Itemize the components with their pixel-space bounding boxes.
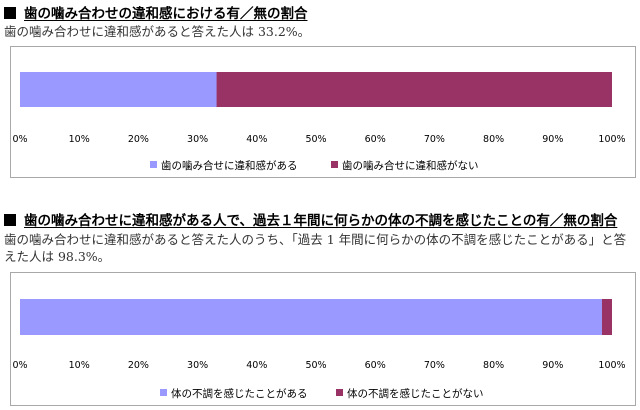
chart1-tick-label: 20% <box>128 134 149 145</box>
chart2-tick-label: 80% <box>483 360 504 371</box>
section1-description: 歯の噛み合わせに違和感があると答えた人は 33.2%。 <box>4 24 311 39</box>
chart2-tick-label: 30% <box>187 360 208 371</box>
chart2-tick-label: 90% <box>542 360 563 371</box>
chart1-tick-label: 100% <box>598 134 625 145</box>
chart1-tick-label: 80% <box>483 134 504 145</box>
chart1-bar-0 <box>20 72 217 107</box>
chart2-legend-swatch-1 <box>336 389 343 396</box>
chart2-tick-label: 10% <box>69 360 90 371</box>
section2-description: 歯の噛み合わせに違和感があると答えた人のうち、「過去 1 年間に何らかの体の不調… <box>4 232 627 264</box>
chart1-legend-swatch-1 <box>331 161 338 168</box>
section2-title: 歯の噛み合わせに違和感がある人で、過去１年間に何らかの体の不調を感じたことの有／… <box>24 213 618 229</box>
chart1-tick-label: 60% <box>365 134 386 145</box>
section1-heading: 歯の噛み合わせの違和感における有／無の割合 <box>4 6 308 22</box>
chart2-tick-label: 20% <box>128 360 149 371</box>
chart1-legend-label-0: 歯の噛み合せに違和感がある <box>161 159 298 172</box>
chart2-frame: 0% 10% 20% 30% 40% 50% 60% 70% 80% 90% 100% 体の不調を感じ… <box>10 272 636 406</box>
square-bullet-icon <box>4 214 16 226</box>
chart1-legend-swatch-0 <box>150 161 157 168</box>
chart1-tick-label: 70% <box>424 134 445 145</box>
chart2-tick-label: 60% <box>365 360 386 371</box>
chart1-tick-label: 90% <box>542 134 563 145</box>
chart1-tick-label: 50% <box>305 134 326 145</box>
chart1-tick-label: 40% <box>246 134 267 145</box>
section1-title: 歯の噛み合わせの違和感における有／無の割合 <box>24 6 308 22</box>
square-bullet-icon <box>4 7 16 19</box>
chart2-tick-label: 50% <box>305 360 326 371</box>
chart2-bar-1 <box>601 299 612 335</box>
chart1-bar-1 <box>216 72 612 107</box>
chart1: 0% 10% 20% 30% 40% 50% 60% 70% 80% 90% 100% 歯の噛み合せに… <box>12 72 626 172</box>
chart1-frame: 0% 10% 20% 30% 40% 50% 60% 70% 80% 90% 100% 歯の噛み合せに… <box>10 46 636 178</box>
chart2-legend-label-0: 体の不調を感じたことがある <box>171 387 308 400</box>
chart1-tick-label: 0% <box>12 134 27 145</box>
chart2-bar-0 <box>20 299 602 335</box>
chart2-legend-label-1: 体の不調を感じたことがない <box>347 387 484 400</box>
chart2-legend-swatch-0 <box>160 389 167 396</box>
chart2-tick-label: 40% <box>246 360 267 371</box>
section2-heading: 歯の噛み合わせに違和感がある人で、過去１年間に何らかの体の不調を感じたことの有／… <box>4 213 617 229</box>
chart1-tick-label: 10% <box>69 134 90 145</box>
chart2-tick-label: 70% <box>424 360 445 371</box>
chart1-legend-label-1: 歯の噛み合せに違和感がない <box>342 159 479 172</box>
chart2-tick-label: 0% <box>12 360 27 371</box>
chart2: 0% 10% 20% 30% 40% 50% 60% 70% 80% 90% 100% 体の不調を感じ… <box>12 299 626 400</box>
chart2-tick-label: 100% <box>598 360 625 371</box>
chart1-tick-label: 30% <box>187 134 208 145</box>
